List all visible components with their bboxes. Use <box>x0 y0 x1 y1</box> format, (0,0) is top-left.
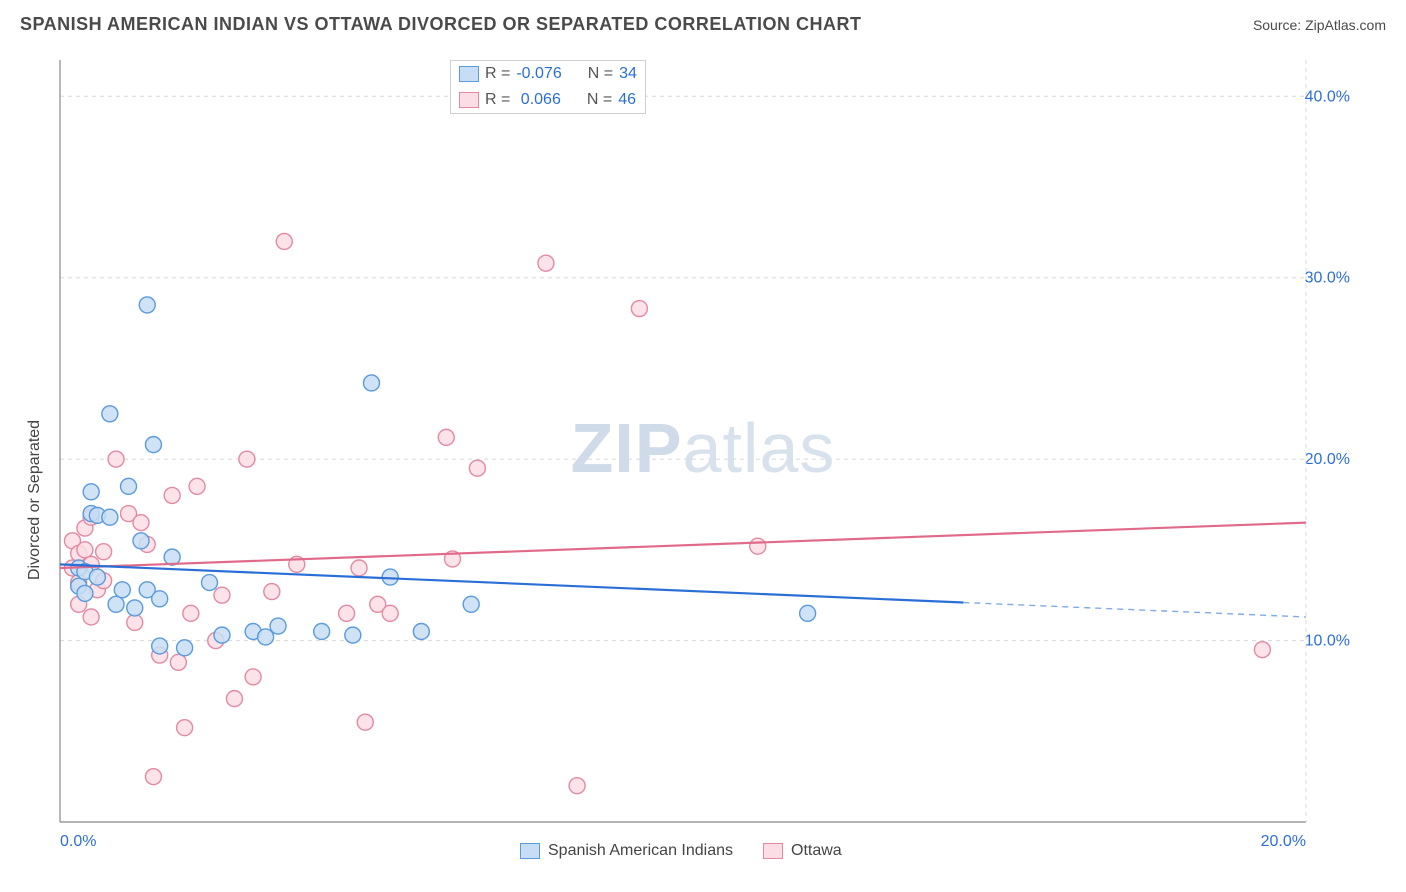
scatter-chart-svg: 10.0% 20.0% 30.0% 40.0% 0.0% 20.0% <box>20 50 1386 862</box>
y-axis-label: Divorced or Separated <box>26 420 44 580</box>
legend-label-b: Ottawa <box>791 842 842 860</box>
svg-text:0.0%: 0.0% <box>60 833 96 850</box>
chart-area: 10.0%20.0%30.0%40.0%0.0%20.0% ZIPatlas R… <box>20 50 1386 862</box>
swatch-series-a <box>459 66 479 82</box>
n-label: N = <box>588 65 613 83</box>
legend-label-a: Spanish American Indians <box>548 842 733 860</box>
r-value-a: -0.076 <box>516 65 561 83</box>
stats-legend: R = -0.076 N = 34 R = 0.066 N = 46 <box>450 60 646 114</box>
svg-text:30.0%: 30.0% <box>1305 270 1350 287</box>
legend-item-b: Ottawa <box>763 842 842 860</box>
stats-row-series-a: R = -0.076 N = 34 <box>451 61 645 87</box>
series-legend: Spanish American Indians Ottawa <box>520 842 842 860</box>
chart-title: SPANISH AMERICAN INDIAN VS OTTAWA DIVORC… <box>20 14 862 35</box>
r-value-b: 0.066 <box>516 91 561 109</box>
n-value-b: 46 <box>618 91 636 109</box>
stats-row-series-b: R = 0.066 N = 46 <box>451 87 645 113</box>
r-label: R = <box>485 91 510 109</box>
svg-text:10.0%: 10.0% <box>1305 633 1350 650</box>
legend-item-a: Spanish American Indians <box>520 842 733 860</box>
n-value-a: 34 <box>619 65 637 83</box>
swatch-series-b <box>459 92 479 108</box>
n-label: N = <box>587 91 612 109</box>
swatch-series-b <box>763 843 783 859</box>
svg-text:40.0%: 40.0% <box>1305 88 1350 105</box>
swatch-series-a <box>520 843 540 859</box>
chart-source: Source: ZipAtlas.com <box>1253 17 1386 33</box>
svg-text:20.0%: 20.0% <box>1305 451 1350 468</box>
r-label: R = <box>485 65 510 83</box>
chart-header: SPANISH AMERICAN INDIAN VS OTTAWA DIVORC… <box>0 0 1406 45</box>
svg-text:20.0%: 20.0% <box>1261 833 1306 850</box>
